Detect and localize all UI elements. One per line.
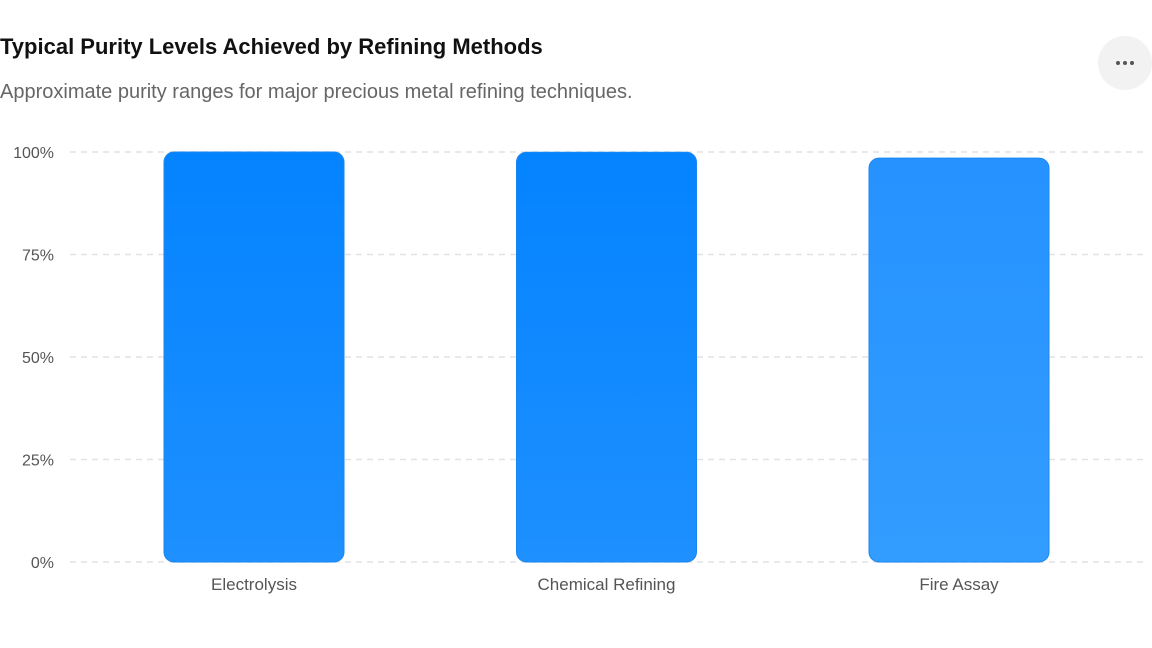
bar-electrolysis[interactable] — [163, 151, 345, 563]
chart-title: Typical Purity Levels Achieved by Refini… — [0, 34, 543, 59]
y-tick-label: 25% — [22, 453, 54, 470]
bars — [163, 151, 1050, 563]
y-tick-label: 100% — [13, 145, 54, 162]
y-tick-label: 50% — [22, 350, 54, 367]
x-tick-label: Fire Assay — [919, 575, 999, 594]
bar-chemical-refining[interactable] — [516, 151, 697, 563]
y-axis: 0% 25% 50% 75% 100% — [13, 145, 54, 572]
more-horizontal-icon — [1115, 61, 1136, 65]
chart-subtitle: Approximate purity ranges for major prec… — [0, 81, 633, 103]
x-tick-label: Chemical Refining — [538, 575, 676, 594]
bar-fire-assay[interactable] — [868, 157, 1050, 563]
x-tick-label: Electrolysis — [211, 575, 297, 594]
more-options-button[interactable] — [1098, 36, 1152, 90]
x-axis: Electrolysis Chemical Refining Fire Assay — [211, 575, 999, 594]
y-tick-label: 75% — [22, 248, 54, 265]
y-tick-label: 0% — [31, 555, 54, 572]
